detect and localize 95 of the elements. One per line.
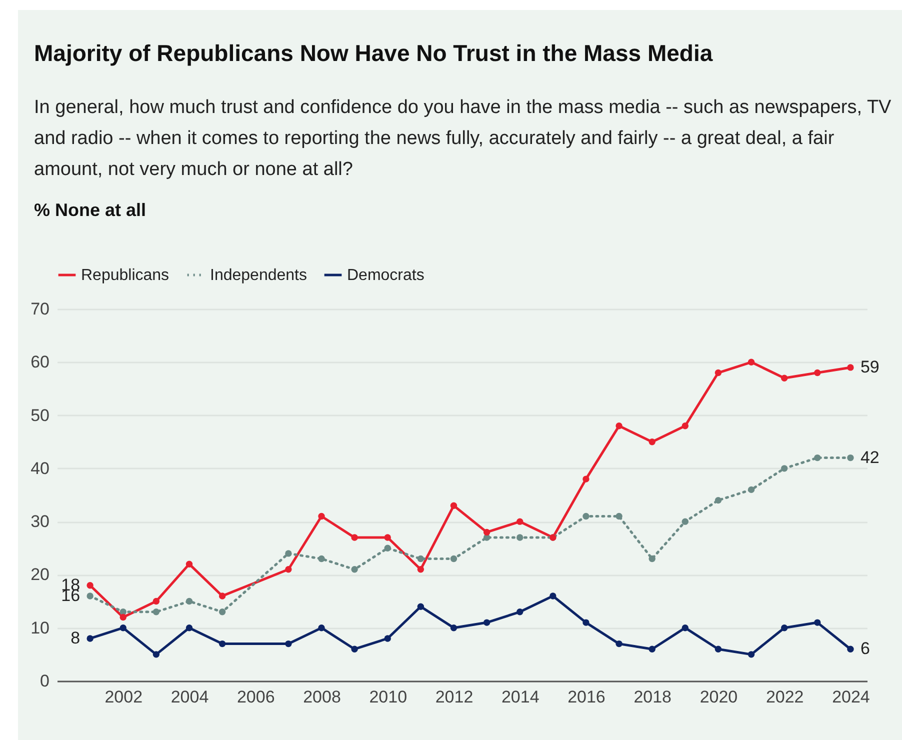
point bbox=[714, 369, 722, 376]
point bbox=[780, 374, 788, 382]
point bbox=[417, 566, 424, 573]
y-tick-label: 70 bbox=[30, 300, 50, 318]
point bbox=[384, 635, 391, 642]
legend-label: Independents bbox=[210, 267, 307, 284]
point bbox=[186, 624, 193, 632]
point bbox=[285, 640, 292, 648]
point bbox=[714, 646, 722, 652]
point bbox=[417, 555, 424, 562]
point bbox=[616, 640, 622, 648]
point bbox=[616, 512, 622, 520]
x-tick-label: 2006 bbox=[236, 688, 275, 706]
point bbox=[616, 422, 622, 430]
point bbox=[516, 608, 524, 616]
point bbox=[86, 635, 94, 642]
point bbox=[516, 534, 524, 541]
point bbox=[86, 592, 94, 600]
y-tick-label: 40 bbox=[30, 458, 50, 478]
x-tick-label: 2002 bbox=[104, 688, 143, 706]
x-tick-label: 2024 bbox=[832, 688, 870, 706]
point bbox=[186, 598, 193, 605]
point bbox=[648, 438, 656, 446]
point bbox=[483, 619, 490, 626]
point bbox=[748, 486, 755, 494]
data-label: 42 bbox=[860, 448, 880, 467]
y-axis-title: % None at all bbox=[34, 200, 146, 221]
point bbox=[550, 592, 556, 600]
point bbox=[152, 651, 160, 658]
point bbox=[318, 512, 325, 520]
point bbox=[351, 646, 358, 652]
x-tick-label: 2008 bbox=[303, 688, 341, 706]
point bbox=[152, 598, 160, 605]
point bbox=[450, 624, 458, 632]
point bbox=[748, 358, 755, 366]
x-tick-label: 2010 bbox=[369, 688, 408, 706]
point bbox=[814, 454, 821, 462]
y-tick-label: 60 bbox=[30, 352, 50, 372]
x-tick-label: 2018 bbox=[634, 688, 672, 706]
point bbox=[86, 582, 94, 589]
point bbox=[582, 619, 590, 626]
x-tick-label: 2014 bbox=[501, 688, 540, 706]
point bbox=[384, 534, 391, 541]
point bbox=[847, 646, 854, 652]
x-tick-label: 2004 bbox=[170, 688, 209, 706]
point bbox=[351, 534, 358, 541]
point bbox=[218, 640, 226, 648]
point bbox=[120, 614, 126, 621]
chart-title: Majority of Republicans Now Have No Trust in the Mass Media bbox=[34, 40, 713, 67]
point bbox=[847, 364, 854, 371]
point bbox=[648, 646, 656, 652]
point bbox=[218, 608, 226, 616]
y-tick-label: 50 bbox=[30, 406, 50, 425]
data-label: 59 bbox=[860, 357, 880, 376]
point bbox=[814, 369, 821, 376]
point bbox=[814, 619, 821, 626]
x-tick-label: 2012 bbox=[435, 688, 474, 706]
point bbox=[780, 465, 788, 472]
legend-label: Democrats bbox=[347, 267, 424, 284]
point bbox=[417, 603, 424, 610]
point bbox=[218, 592, 226, 600]
legend-label: Republicans bbox=[81, 267, 170, 284]
point bbox=[285, 550, 292, 557]
point bbox=[351, 566, 358, 573]
point bbox=[682, 624, 689, 632]
point bbox=[120, 624, 126, 632]
point bbox=[318, 555, 325, 562]
point bbox=[152, 608, 160, 616]
chart-subtitle: In general, how much trust and confidence do you have in the mass media -- such as newspapers, TV and radio -- when it comes to reporting the news fully, accurately and fairly -- a great deal, a fair amount, not very much or none at all? bbox=[34, 96, 892, 182]
point bbox=[186, 560, 193, 568]
y-tick-label: 30 bbox=[30, 512, 50, 532]
point bbox=[318, 624, 325, 632]
point bbox=[648, 555, 656, 562]
x-tick-label: 2020 bbox=[700, 688, 738, 706]
point bbox=[516, 518, 524, 525]
data-label: 6 bbox=[860, 639, 870, 658]
point bbox=[582, 512, 590, 520]
y-tick-label: 10 bbox=[30, 618, 50, 638]
point bbox=[450, 502, 458, 509]
y-tick-label: 0 bbox=[40, 672, 50, 690]
point bbox=[450, 555, 458, 562]
data-label: 8 bbox=[70, 628, 80, 648]
point bbox=[847, 454, 854, 462]
point bbox=[682, 518, 689, 525]
point bbox=[682, 422, 689, 430]
y-tick-label: 20 bbox=[30, 565, 50, 584]
point bbox=[748, 651, 755, 658]
x-tick-label: 2022 bbox=[766, 688, 804, 706]
point bbox=[285, 566, 292, 573]
point bbox=[384, 544, 391, 552]
point bbox=[483, 528, 490, 536]
point bbox=[714, 496, 722, 504]
point bbox=[582, 476, 590, 482]
x-tick-label: 2016 bbox=[568, 688, 606, 706]
point bbox=[780, 624, 788, 632]
